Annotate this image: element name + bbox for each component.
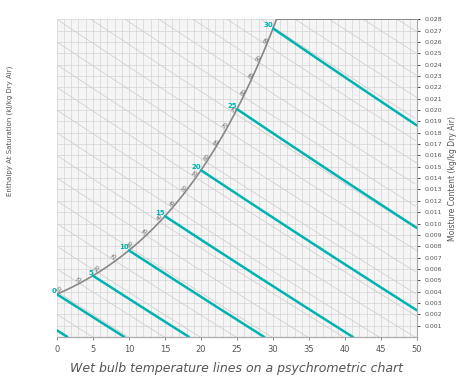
Text: 25: 25 — [111, 252, 119, 261]
Text: 25: 25 — [228, 103, 237, 109]
Text: 50: 50 — [181, 184, 189, 193]
Text: 20: 20 — [94, 264, 102, 273]
Text: 10: 10 — [119, 244, 129, 250]
Text: 45: 45 — [168, 199, 177, 208]
Text: 80: 80 — [239, 88, 247, 97]
Text: 20: 20 — [191, 164, 201, 170]
Y-axis label: Moisture Content (kg/kg Dry Air): Moisture Content (kg/kg Dry Air) — [448, 116, 457, 241]
Text: 30: 30 — [263, 23, 273, 28]
Text: 60: 60 — [202, 154, 210, 162]
Text: 55: 55 — [191, 169, 200, 178]
Text: 70: 70 — [222, 121, 230, 130]
Text: 85: 85 — [247, 71, 255, 80]
Text: 10: 10 — [55, 285, 64, 293]
Text: 75: 75 — [230, 105, 239, 113]
Text: 40: 40 — [155, 213, 164, 222]
Text: 90: 90 — [255, 54, 263, 62]
Text: 95: 95 — [262, 36, 271, 45]
Text: 15: 15 — [155, 210, 165, 216]
Text: 65: 65 — [212, 137, 220, 146]
Text: Enthalpy At Saturation (kJ/kg Dry Air): Enthalpy At Saturation (kJ/kg Dry Air) — [7, 65, 13, 196]
Text: 5: 5 — [88, 270, 93, 276]
Text: 15: 15 — [75, 275, 83, 283]
Text: 30: 30 — [127, 240, 135, 249]
Text: Wet bulb temperature lines on a psychrometric chart: Wet bulb temperature lines on a psychrom… — [71, 362, 403, 375]
Text: 35: 35 — [142, 227, 150, 236]
Text: 0: 0 — [52, 288, 57, 294]
